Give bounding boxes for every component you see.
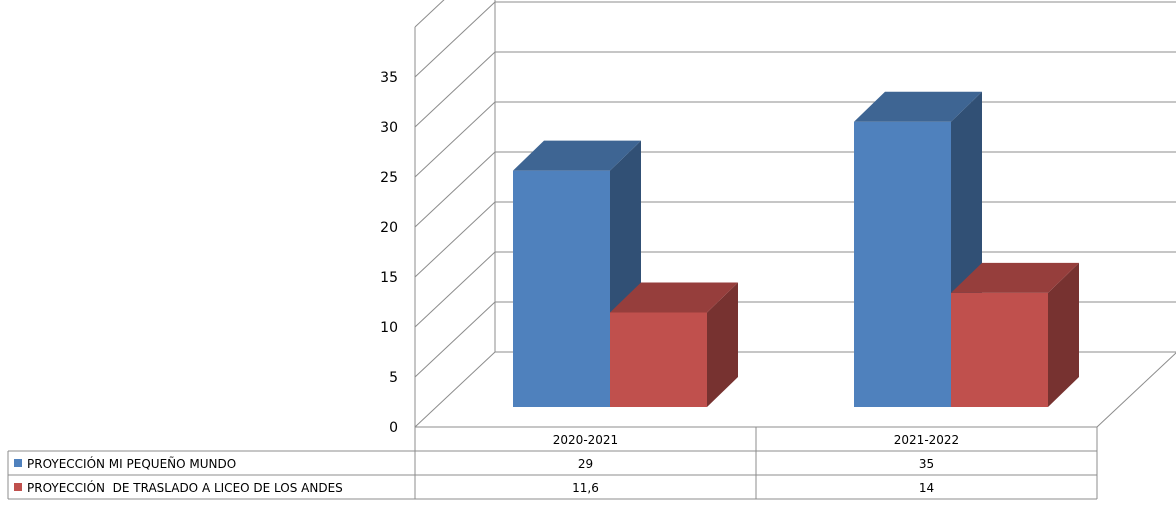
bar-top-face [610,282,738,313]
data-label: 29 [578,457,593,471]
bar-front-face [951,292,1048,407]
bar-front-face [854,121,951,407]
data-label: 11,6 [572,481,599,495]
legend-label: PROYECCIÓN DE TRASLADO A LICEO DE LOS AN… [27,480,343,495]
bars [513,91,1079,407]
legend-label: PROYECCIÓN MI PEQUEÑO MUNDO [27,456,236,471]
bar-side-face [1048,262,1079,407]
data-label: 35 [919,457,934,471]
legend-swatch [14,459,22,467]
category-label: 2020-2021 [553,433,618,447]
gridline-diagonal [414,1,496,78]
gridline-diagonal [414,0,445,28]
bar-top-face [854,91,982,122]
y-tick-label: 30 [380,120,398,136]
y-tick-label: 10 [380,320,398,336]
gridline-diagonal [414,301,496,378]
bar-front-face [610,312,707,407]
gridline-diagonal [414,201,496,278]
y-tick-label: 5 [389,370,398,386]
y-tick-label: 20 [380,220,398,236]
y-tick-label: 0 [389,420,398,436]
floor-right-edge [1096,352,1176,428]
gridline-diagonal [414,101,496,178]
data-label: 14 [919,481,934,495]
y-tick-label: 25 [380,170,398,186]
data-table: 2020-2021 2021-2022 PROYECCIÓN MI PEQUEÑO … [7,427,1098,500]
gridline-diagonal [414,351,496,428]
bar-top-face [513,140,641,171]
legend-swatch [14,483,22,491]
category-label: 2021-2022 [894,433,959,447]
bar [854,91,982,407]
y-tick-label: 35 [380,70,398,86]
bar-front-face [513,170,610,407]
gridline-diagonal [414,151,496,228]
gridline-diagonal [414,251,496,328]
gridline-diagonal [414,51,496,128]
bar-side-face [707,282,738,407]
y-axis-ticks: 0 5 10 15 20 25 30 35 [380,70,398,436]
y-tick-label: 15 [380,270,398,286]
bar-top-face [951,262,1079,293]
bar [610,282,738,407]
bar [951,262,1079,407]
